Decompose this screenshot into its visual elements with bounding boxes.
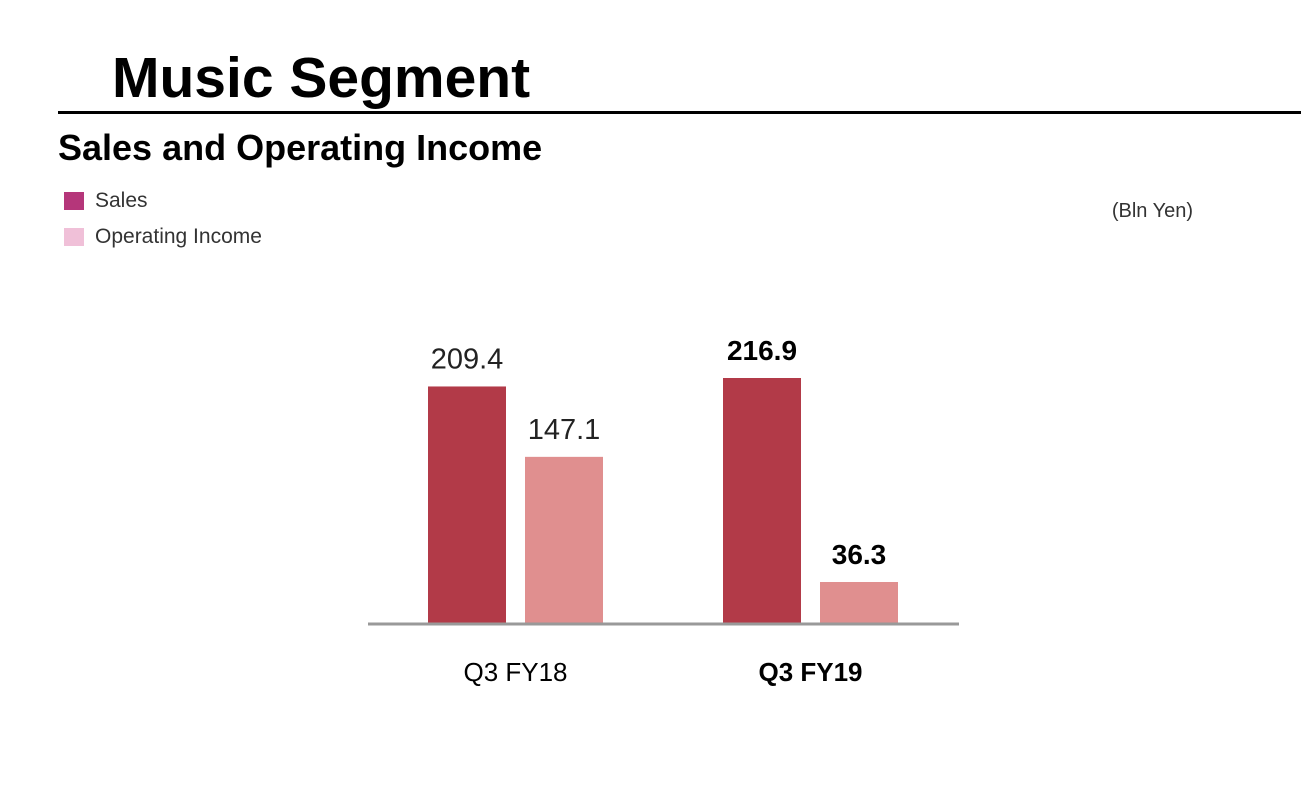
legend-label-operating-income: Operating Income bbox=[95, 225, 262, 248]
page-title: Music Segment bbox=[112, 46, 531, 110]
legend-label-sales: Sales bbox=[95, 189, 148, 212]
legend-swatch-sales bbox=[64, 192, 84, 210]
bar-sales-0 bbox=[428, 386, 506, 623]
legend-item-operating-income: Operating Income bbox=[64, 223, 262, 251]
unit-label: (Bln Yen) bbox=[1111, 200, 1193, 222]
legend-item-sales: Sales bbox=[64, 187, 262, 215]
legend-swatch-operating-income bbox=[64, 228, 84, 246]
title-divider bbox=[58, 111, 1301, 114]
x-tick-label-1: Q3 FY19 bbox=[758, 657, 862, 687]
data-label-sales-1: 216.9 bbox=[727, 335, 797, 366]
bar-sales-1 bbox=[723, 378, 801, 623]
chart-legend: Sales Operating Income bbox=[64, 187, 262, 259]
bar-operating-income-1 bbox=[820, 581, 898, 623]
data-label-sales-0: 209.4 bbox=[431, 343, 504, 375]
data-label-operating-income-1: 36.3 bbox=[832, 539, 887, 570]
bar-operating-income-0 bbox=[525, 456, 603, 623]
data-label-operating-income-0: 147.1 bbox=[528, 414, 601, 446]
chart-title: Sales and Operating Income bbox=[58, 127, 543, 168]
x-tick-label-0: Q3 FY18 bbox=[463, 657, 567, 687]
